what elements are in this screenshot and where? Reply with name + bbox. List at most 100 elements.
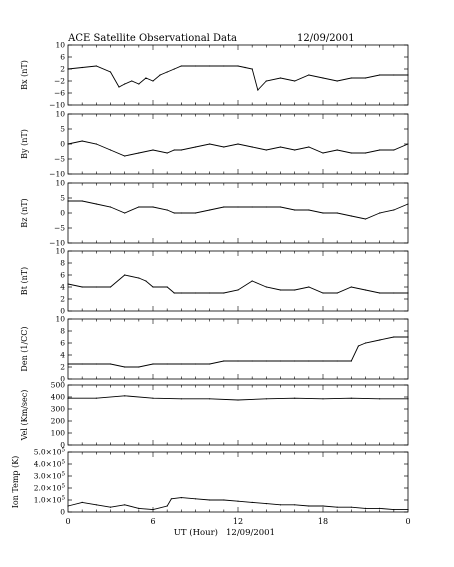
point-bz <box>308 209 310 211</box>
y-tick-label: 100 <box>51 429 66 438</box>
point-bz <box>95 203 97 205</box>
point-temp <box>109 506 112 508</box>
panel-temp: 5.0×105 4.0×105 3.0×105 2.0×105 1.0×105 0 Ion … <box>11 448 409 517</box>
y-tick-label: 4 <box>60 283 65 292</box>
point-den <box>180 363 182 365</box>
x-axis: 0 6 12 18 0 <box>65 517 410 526</box>
point-temp <box>170 498 173 500</box>
point-bt <box>138 277 140 279</box>
x-tick-label: 12 <box>233 517 243 526</box>
point-bx <box>209 65 211 67</box>
y-tick-label: 10 <box>55 179 65 188</box>
point-vel <box>407 398 409 400</box>
point-bt <box>95 286 97 288</box>
point-bt <box>166 286 168 288</box>
y-tick-label: 0 <box>60 441 65 450</box>
point-bx <box>67 68 69 70</box>
point-temp <box>279 504 282 506</box>
point-bz <box>81 200 83 202</box>
point-den <box>350 360 352 362</box>
point-by <box>237 143 239 145</box>
point-bx <box>124 83 126 85</box>
point-by <box>350 152 352 154</box>
y-tick-label: 2 <box>60 363 65 372</box>
panel-bt-frame <box>67 250 409 312</box>
point-by <box>95 143 97 145</box>
point-bx <box>237 65 239 67</box>
x-tick-label: 6 <box>150 517 155 526</box>
panel-bx: 10 6 2 −2 −6 −10 Bx (nT) <box>20 41 409 110</box>
point-bz <box>251 206 253 208</box>
point-den <box>95 363 97 365</box>
y-tick-label: 2 <box>60 65 65 74</box>
point-den <box>379 339 381 341</box>
y-tick-label: 0 <box>60 508 65 517</box>
point-bz <box>364 218 367 220</box>
point-bz <box>379 212 381 214</box>
point-temp <box>152 509 154 511</box>
point-temp <box>364 507 367 509</box>
series-vel <box>68 395 408 401</box>
point-temp <box>336 506 338 508</box>
point-bx <box>180 65 182 67</box>
point-den <box>81 363 83 365</box>
point-by <box>166 152 168 154</box>
point-bx <box>322 77 324 79</box>
point-bx <box>379 74 381 76</box>
point-bt <box>194 292 197 294</box>
point-den <box>209 363 211 365</box>
point-bx <box>350 77 352 79</box>
point-den <box>109 363 112 365</box>
point-by <box>322 152 324 154</box>
point-bt <box>209 292 211 294</box>
y-tick-label: 10 <box>55 41 65 50</box>
point-bz <box>138 206 140 208</box>
point-bz <box>322 212 324 214</box>
point-bx <box>109 71 112 73</box>
point-bz <box>180 212 182 214</box>
point-temp <box>209 499 211 501</box>
panel-bx-frame <box>67 44 409 106</box>
point-vel <box>265 398 267 400</box>
point-bt <box>322 292 324 294</box>
point-by <box>194 146 197 148</box>
y-tick-label: 2.0×105 <box>34 484 66 493</box>
y-tick-label: −10 <box>49 239 65 248</box>
point-bt <box>67 283 69 285</box>
series-den <box>68 336 408 368</box>
point-bz <box>209 209 211 211</box>
point-bz <box>223 206 225 208</box>
point-bx <box>308 74 310 76</box>
point-bz <box>237 206 239 208</box>
point-den <box>308 360 310 362</box>
point-bt <box>145 280 147 282</box>
point-bt <box>294 289 296 291</box>
point-den <box>357 345 360 347</box>
y-tick-label: −2 <box>54 77 65 86</box>
point-by <box>379 149 381 151</box>
point-bt <box>393 292 395 294</box>
y-tick-label: 4.0×105 <box>34 460 66 469</box>
point-den <box>265 360 267 362</box>
point-bz <box>152 206 154 208</box>
point-temp <box>138 507 140 509</box>
point-bx <box>166 71 168 73</box>
point-bt <box>350 286 352 288</box>
y-tick-label: 400 <box>51 393 66 402</box>
y-tick-label: −10 <box>49 170 65 179</box>
point-temp <box>265 503 267 505</box>
point-bz <box>407 203 409 205</box>
point-by <box>294 149 296 151</box>
series-bx <box>67 65 408 91</box>
panel-vel: 500 400 300 200 100 0 Vel (Km/sec) <box>20 381 409 450</box>
point-bt <box>265 286 267 288</box>
panel-bx-ylabel: Bx (nT) <box>20 60 29 90</box>
point-by <box>223 146 225 148</box>
point-den <box>364 342 367 344</box>
point-den <box>124 366 126 368</box>
y-tick-label: 1.0×105 <box>34 496 66 505</box>
y-tick-label: 200 <box>51 417 66 426</box>
point-temp <box>194 498 197 500</box>
y-tick-label: 6 <box>60 53 65 62</box>
point-temp <box>379 507 381 509</box>
